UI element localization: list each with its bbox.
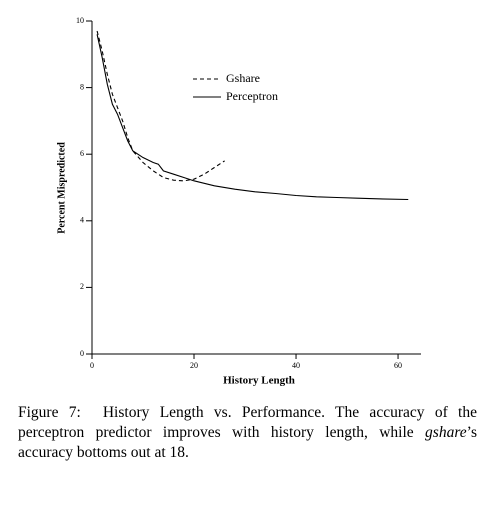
- x-tick-label: 40: [292, 361, 300, 370]
- y-tick-label: 10: [76, 16, 84, 25]
- y-axis-label: Percent Mispredicted: [56, 142, 67, 234]
- x-tick-label: 60: [394, 361, 402, 370]
- y-tick-label: 4: [80, 216, 84, 225]
- y-tick-label: 2: [80, 282, 84, 291]
- caption-text: History Length vs. Performance. The accu…: [18, 404, 477, 441]
- series-line: [96, 34, 409, 201]
- y-tick-label: 8: [80, 82, 84, 91]
- legend-label: Gshare: [226, 71, 260, 85]
- caption-italic: gshare: [425, 424, 467, 441]
- y-tick-label: 6: [80, 149, 84, 158]
- x-tick-label: 20: [190, 361, 198, 370]
- chart: History Length Percent Mispredicted 0 20 4…: [56, 16, 421, 387]
- caption-text: ’s accuracy bottoms out at 18.: [18, 424, 477, 461]
- caption-label: Figure 7:: [18, 404, 81, 421]
- y-tick-label: 0: [80, 349, 84, 358]
- x-tick-label: 0: [90, 361, 94, 370]
- x-axis-label: History Length: [223, 375, 295, 387]
- series-line: [96, 30, 225, 182]
- legend-label: Perceptron: [226, 89, 278, 103]
- caption: Figure 7: History Length vs. Performance.…: [18, 403, 477, 463]
